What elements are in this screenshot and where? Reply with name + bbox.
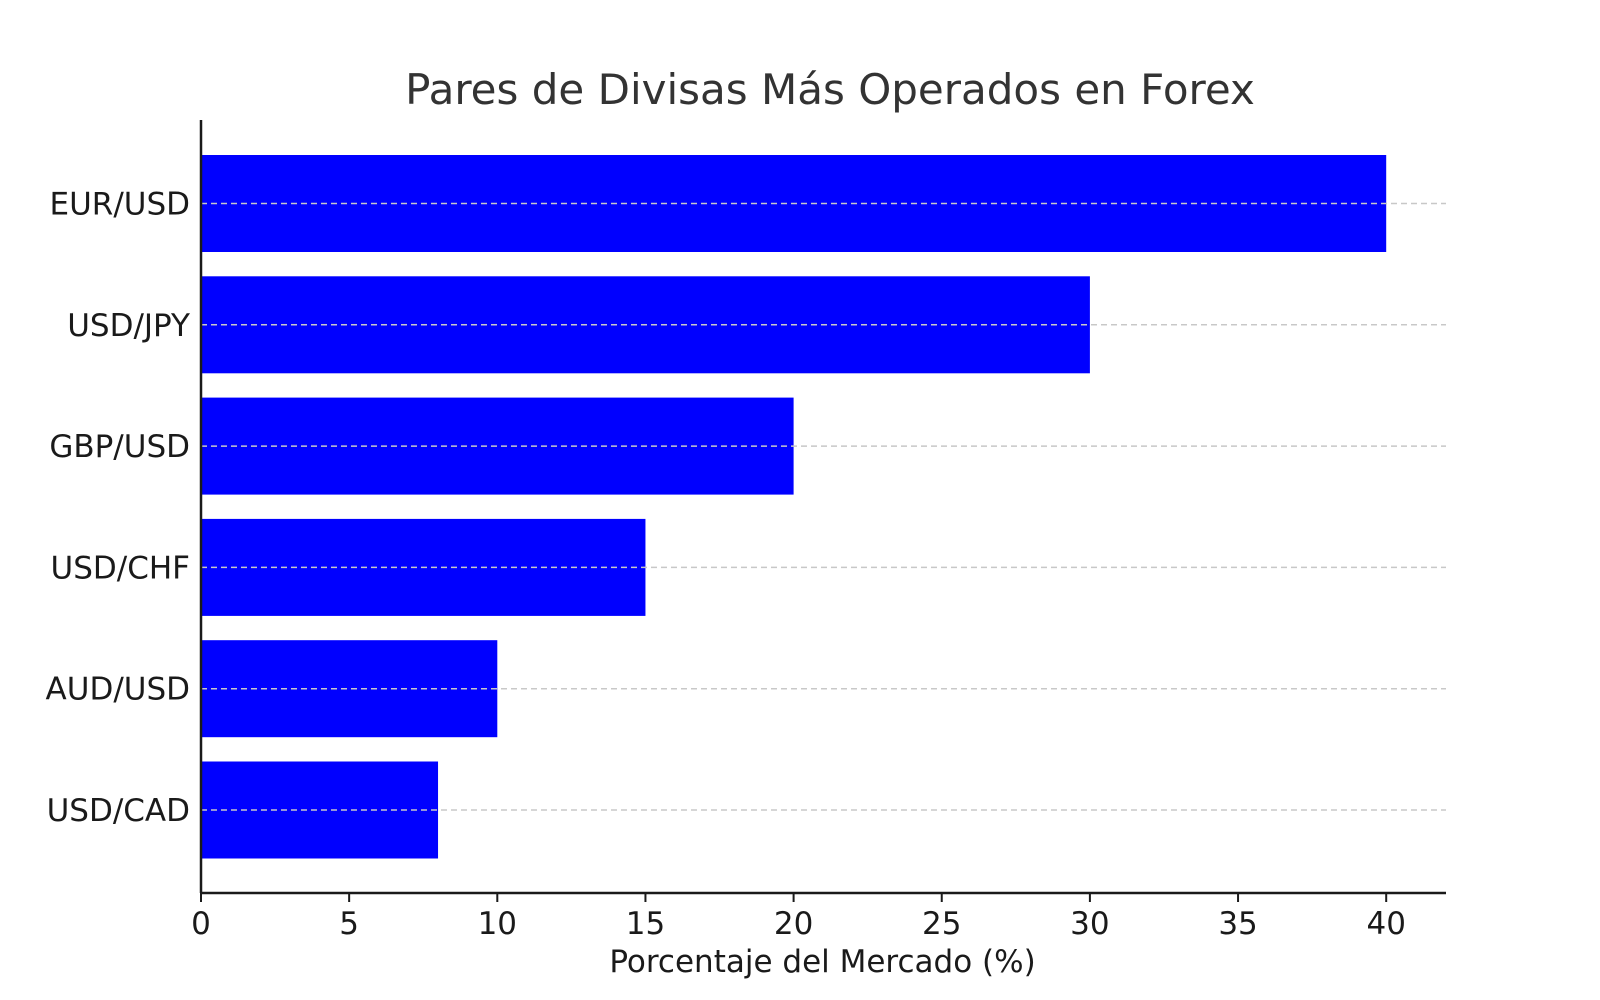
y-tick-labels: EUR/USD USD/JPY GBP/USD USD/CHF AUD/USD USD/C… bbox=[46, 187, 191, 830]
x-tick-label: 0 bbox=[191, 906, 211, 942]
chart-title: Pares de Divisas Más Operados en Forex bbox=[405, 65, 1255, 114]
y-tick-label: USD/JPY bbox=[67, 308, 190, 344]
x-tick-label: 15 bbox=[626, 906, 665, 942]
bar-usd-cad bbox=[201, 761, 439, 859]
grid-lines bbox=[201, 202, 1446, 811]
y-tick-label: GBP/USD bbox=[49, 429, 190, 465]
x-tick-label: 40 bbox=[1366, 906, 1405, 942]
x-tick-label: 20 bbox=[774, 906, 813, 942]
x-tick-label: 10 bbox=[478, 906, 517, 942]
bar-aud-usd bbox=[201, 640, 498, 738]
y-tick-label: USD/CAD bbox=[47, 793, 190, 829]
x-ticks: 0 5 10 15 20 25 30 35 40 bbox=[191, 893, 1406, 942]
y-tick-label: EUR/USD bbox=[50, 187, 191, 223]
x-tick-label: 25 bbox=[922, 906, 961, 942]
x-axis-label: Porcentaje del Mercado (%) bbox=[609, 944, 1035, 980]
y-tick-label: USD/CHF bbox=[51, 550, 190, 586]
x-tick-label: 35 bbox=[1218, 906, 1257, 942]
y-tick-label: AUD/USD bbox=[46, 672, 190, 708]
bars bbox=[201, 155, 1387, 859]
x-tick-label: 5 bbox=[339, 906, 359, 942]
x-tick-label: 30 bbox=[1070, 906, 1109, 942]
